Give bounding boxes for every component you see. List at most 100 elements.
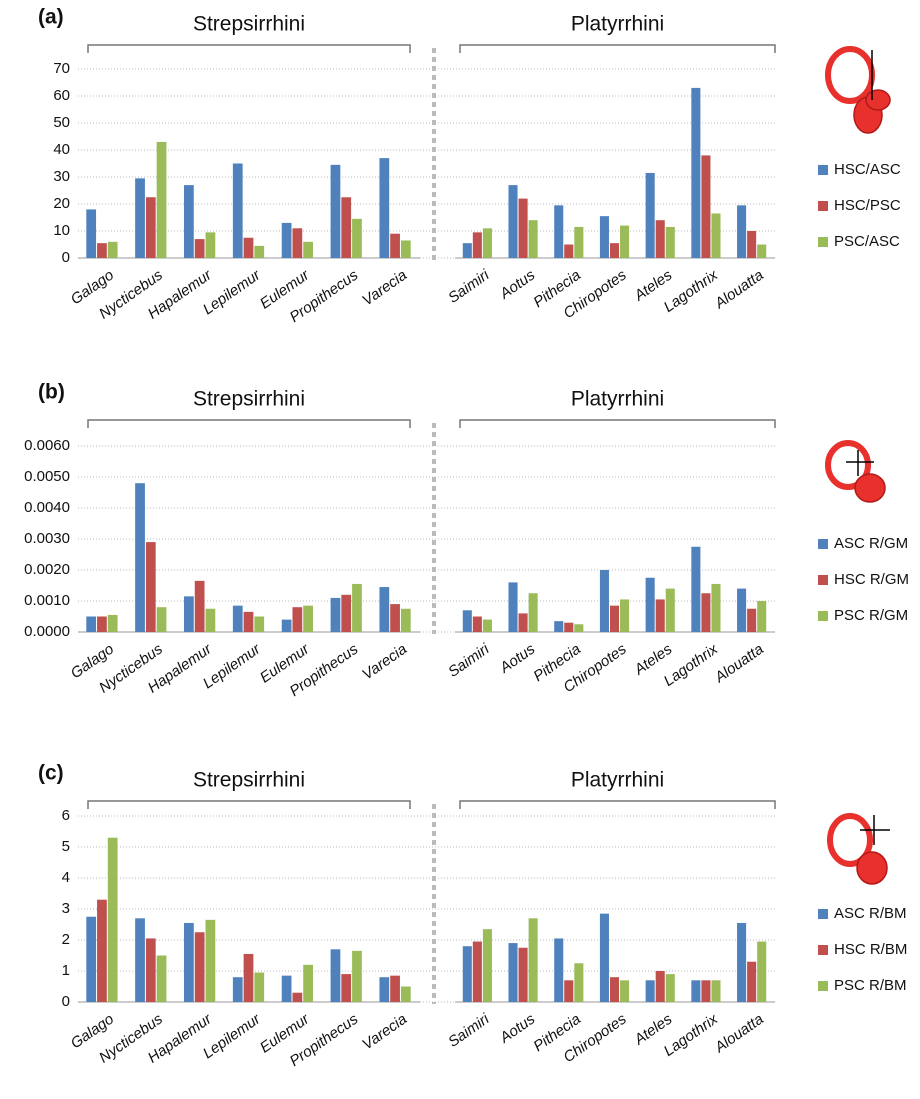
- bar: [303, 605, 313, 632]
- bar: [747, 608, 757, 632]
- bar: [665, 974, 675, 1002]
- bar: [254, 972, 265, 1002]
- bar: [341, 974, 352, 1002]
- bar: [194, 932, 205, 1002]
- bar: [609, 605, 620, 632]
- group-bracket: [87, 800, 411, 809]
- bar: [341, 594, 352, 632]
- bar: [254, 616, 265, 632]
- group-label: Platyrrhini: [571, 769, 664, 792]
- bar: [655, 599, 665, 632]
- bar: [156, 607, 167, 632]
- bar: [472, 616, 482, 632]
- legend-swatch: [818, 611, 828, 621]
- bar: [303, 241, 313, 258]
- bar: [232, 977, 243, 1002]
- legend-swatch: [818, 165, 828, 175]
- bar: [757, 601, 767, 632]
- bar: [665, 226, 675, 258]
- bar: [574, 226, 584, 258]
- bar: [379, 158, 390, 258]
- y-tick-label: 0.0040: [24, 499, 70, 516]
- bar: [135, 483, 145, 632]
- bar: [194, 580, 205, 632]
- bar: [518, 613, 528, 632]
- bar: [462, 946, 472, 1002]
- bar: [292, 992, 303, 1002]
- group-label: Platyrrhini: [571, 13, 664, 36]
- bar: [701, 593, 711, 632]
- bar: [107, 837, 118, 1002]
- bar: [292, 228, 303, 258]
- bar: [205, 919, 216, 1002]
- x-tick-label: Varecia: [359, 267, 410, 310]
- bar: [303, 964, 313, 1002]
- x-tick-label: Alouatta: [711, 267, 767, 313]
- y-tick-label: 0.0010: [24, 592, 70, 609]
- group-label: Strepsirrhini: [193, 769, 305, 792]
- bar: [645, 577, 655, 632]
- bar: [254, 245, 265, 258]
- x-tick-label: Alouatta: [711, 641, 767, 687]
- bar: [145, 197, 156, 258]
- bar: [599, 570, 609, 632]
- bar: [243, 953, 254, 1002]
- bar: [691, 546, 701, 632]
- group-bracket: [87, 44, 411, 53]
- y-tick-label: 30: [53, 168, 70, 185]
- bar: [574, 624, 584, 632]
- bar: [528, 593, 538, 632]
- legend-label: PSC R/GM: [834, 607, 908, 624]
- bar: [508, 943, 518, 1002]
- legend-label: ASC R/GM: [834, 535, 908, 552]
- y-tick-label: 0.0000: [24, 623, 70, 640]
- bar: [243, 237, 254, 258]
- bar: [194, 239, 205, 258]
- bar: [747, 231, 757, 258]
- bar: [645, 980, 655, 1002]
- bar: [620, 980, 630, 1002]
- bar: [554, 621, 564, 632]
- group-bracket: [459, 419, 776, 428]
- bar: [86, 209, 97, 258]
- bar: [518, 947, 528, 1002]
- bar: [711, 213, 721, 258]
- bar: [691, 87, 701, 259]
- bar: [352, 218, 362, 258]
- panel-label: (a): [38, 6, 64, 29]
- bar: [609, 243, 620, 258]
- bar: [711, 980, 721, 1002]
- x-tick-label: Alouatta: [711, 1011, 767, 1057]
- bar: [701, 980, 711, 1002]
- y-tick-label: 50: [53, 114, 70, 131]
- legend-label: HSC R/BM: [834, 941, 907, 958]
- bar: [737, 205, 747, 258]
- legend-swatch: [818, 237, 828, 247]
- group-bracket: [87, 419, 411, 428]
- bar: [472, 232, 482, 258]
- bar: [747, 961, 757, 1002]
- bar: [528, 220, 538, 258]
- bar: [145, 542, 156, 632]
- bar: [156, 141, 167, 258]
- bar: [281, 975, 292, 1002]
- bar: [564, 622, 574, 632]
- y-tick-label: 0: [62, 993, 70, 1010]
- bar: [554, 205, 564, 258]
- bar: [379, 977, 390, 1002]
- y-tick-label: 2: [62, 931, 70, 948]
- legend-label: HSC R/GM: [834, 571, 909, 588]
- bar: [757, 941, 767, 1002]
- group-label: Strepsirrhini: [193, 13, 305, 36]
- bar: [243, 611, 254, 632]
- bar: [620, 225, 630, 258]
- bar: [711, 583, 721, 632]
- legend-swatch: [818, 201, 828, 211]
- bar: [400, 608, 411, 632]
- bar: [97, 899, 107, 1002]
- bar: [232, 605, 243, 632]
- bar: [472, 941, 482, 1002]
- legend-swatch: [818, 539, 828, 549]
- bar: [205, 608, 216, 632]
- bar: [107, 614, 118, 632]
